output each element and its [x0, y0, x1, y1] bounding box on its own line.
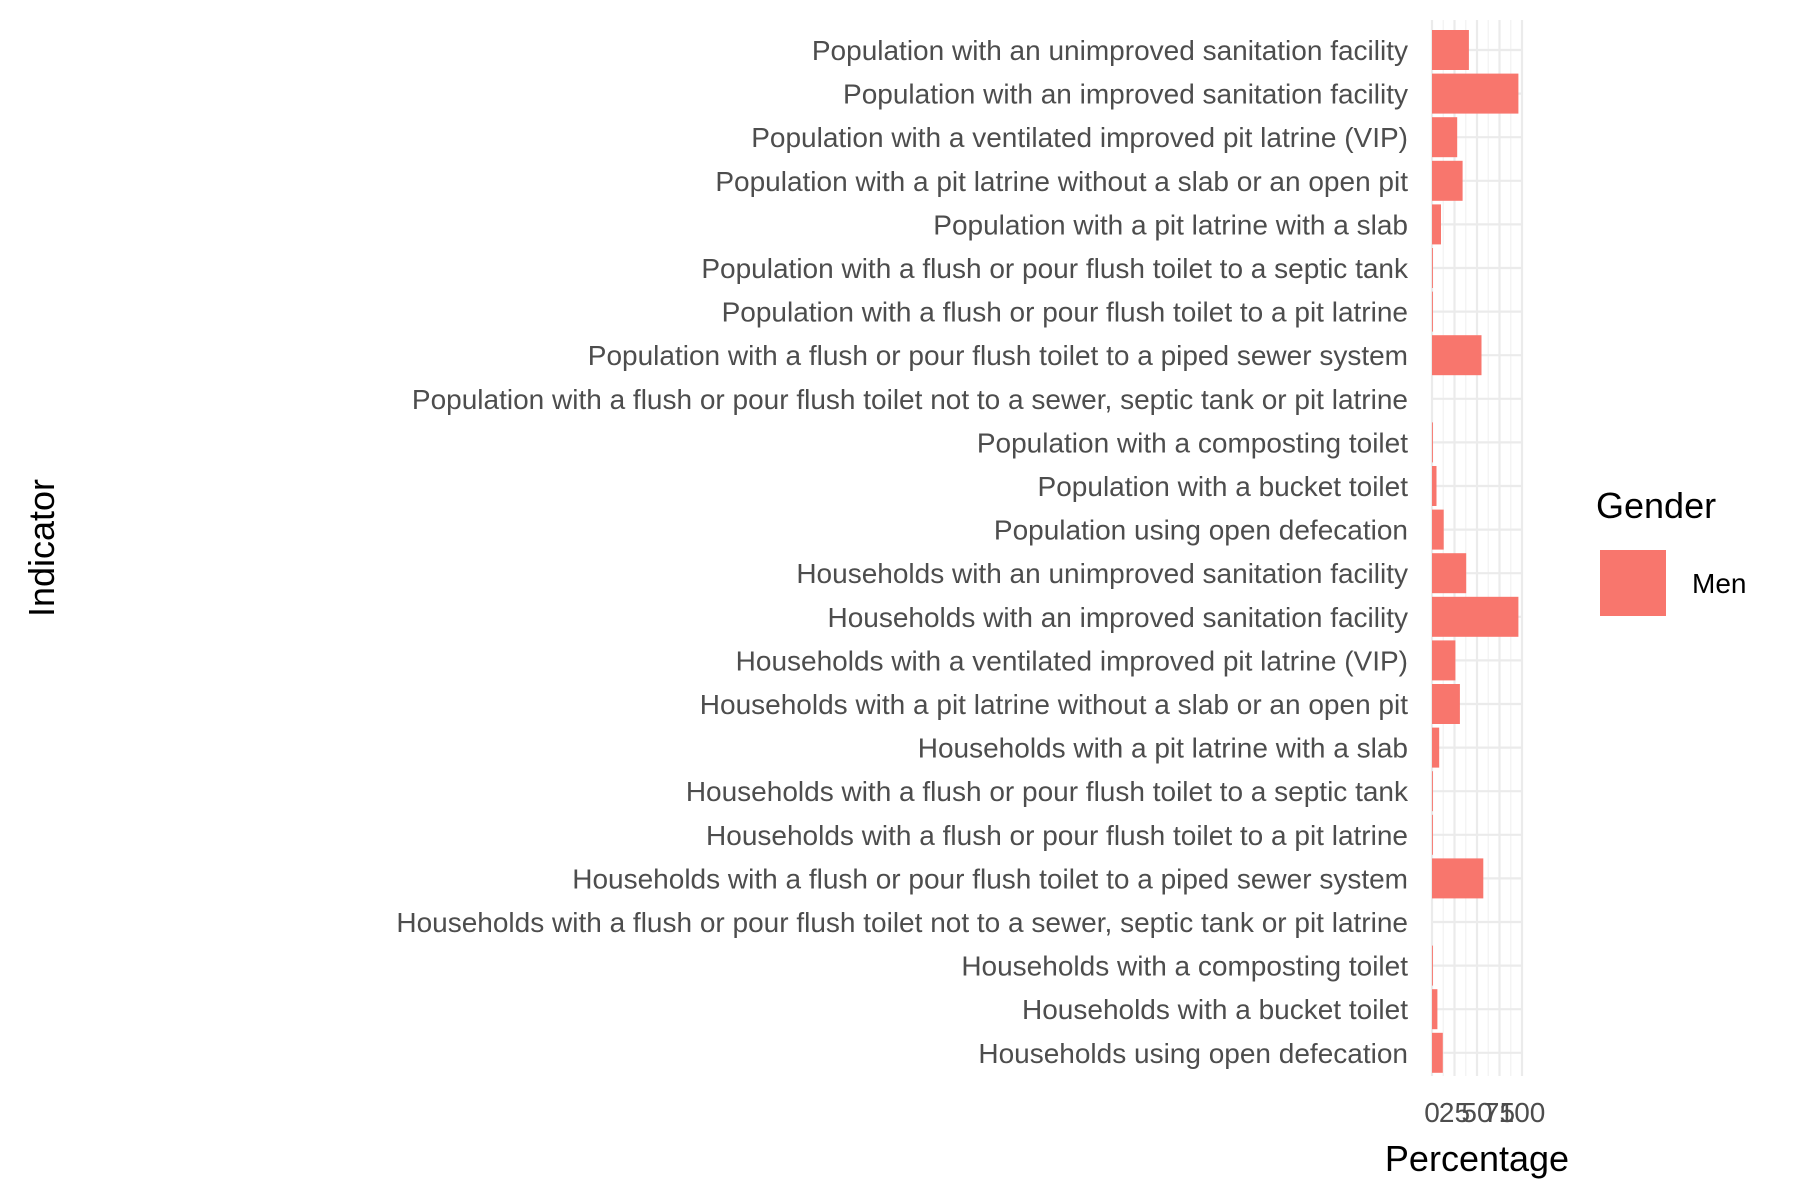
- category-label: Households with a pit latrine with a sla…: [918, 733, 1408, 764]
- bar-men: [1432, 814, 1433, 855]
- category-label: Households with a bucket toilet: [1022, 994, 1408, 1025]
- category-label: Households with a flush or pour flush to…: [706, 820, 1408, 851]
- category-label: Households with a composting toilet: [961, 951, 1408, 982]
- category-label: Population with a pit latrine without a …: [715, 166, 1408, 197]
- bar-men: [1432, 989, 1438, 1030]
- category-label: Households with a pit latrine without a …: [700, 689, 1408, 720]
- x-tick-label: 0: [1424, 1097, 1440, 1128]
- category-label: Population with a flush or pour flush to…: [722, 297, 1408, 328]
- category-label: Population with a ventilated improved pi…: [751, 122, 1408, 153]
- x-tick-label: 75: [1484, 1097, 1515, 1128]
- category-label: Population with a composting toilet: [977, 427, 1408, 458]
- legend-swatch-men: [1600, 550, 1666, 616]
- bar-men: [1432, 684, 1460, 724]
- category-label: Population with a flush or pour flush to…: [412, 384, 1408, 415]
- category-label: Households with a flush or pour flush to…: [396, 907, 1408, 938]
- bar-men: [1432, 640, 1456, 681]
- category-label: Population with a flush or pour flush to…: [701, 253, 1409, 284]
- category-label: Households with an improved sanitation f…: [827, 602, 1408, 633]
- category-label: Population with an improved sanitation f…: [843, 79, 1408, 110]
- bar-men: [1432, 509, 1444, 550]
- bar-men: [1432, 248, 1433, 288]
- bar-men: [1432, 771, 1433, 812]
- legend-label-men: Men: [1692, 568, 1746, 599]
- bar-men: [1432, 335, 1482, 376]
- bar-men: [1432, 466, 1437, 506]
- bar-men: [1432, 160, 1463, 201]
- category-label: Households with a flush or pour flush to…: [686, 776, 1409, 807]
- category-label: Population with a bucket toilet: [1038, 471, 1409, 502]
- bar-men: [1432, 1032, 1443, 1073]
- y-axis-title: Indicator: [21, 479, 62, 617]
- category-label: Population with a flush or pour flush to…: [588, 340, 1408, 371]
- x-tick-label: 50: [1461, 1097, 1492, 1128]
- legend-title: Gender: [1596, 485, 1716, 526]
- category-label: Households with an unimproved sanitation…: [796, 558, 1408, 589]
- category-label: Population with an unimproved sanitation…: [812, 35, 1408, 66]
- bar-men: [1432, 204, 1441, 245]
- bar-layer: [1432, 30, 1519, 1073]
- bar-men: [1432, 422, 1433, 463]
- legend: Gender Men: [1596, 485, 1746, 616]
- category-labels: Population with an unimproved sanitation…: [396, 35, 1409, 1069]
- bar-men: [1432, 291, 1433, 332]
- bar-men: [1432, 73, 1519, 114]
- bar-men: [1432, 727, 1440, 768]
- category-label: Households with a ventilated improved pi…: [736, 645, 1408, 676]
- x-tick-label: 25: [1439, 1097, 1470, 1128]
- x-axis-title: Percentage: [1385, 1138, 1569, 1179]
- category-label: Population using open defecation: [994, 515, 1408, 546]
- category-label: Population with a pit latrine with a sla…: [933, 209, 1408, 240]
- category-label: Households with a flush or pour flush to…: [572, 863, 1408, 894]
- category-label: Households using open defecation: [978, 1038, 1408, 1069]
- bar-men: [1432, 553, 1467, 594]
- bar-men: [1432, 117, 1458, 158]
- bar-men: [1432, 596, 1519, 637]
- bar-men: [1432, 945, 1433, 986]
- bar-men: [1432, 30, 1469, 70]
- bar-men: [1432, 858, 1484, 899]
- x-tick-label: 100: [1499, 1097, 1546, 1128]
